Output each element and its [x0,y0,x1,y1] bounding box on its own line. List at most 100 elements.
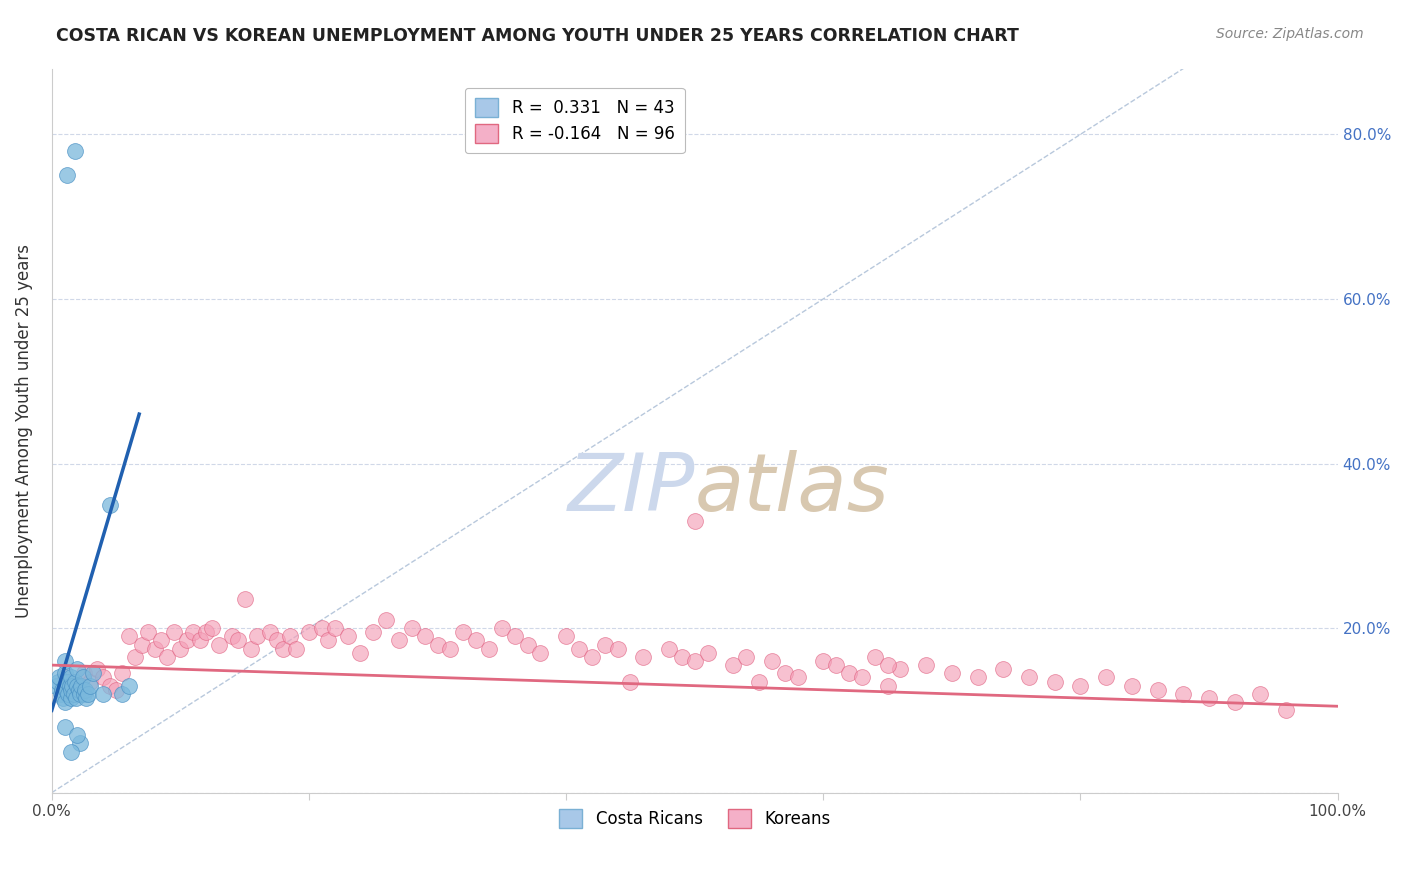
Point [876,658,898,673]
Point [1146,682,1168,697]
Point [66,679,89,693]
Point [69,687,91,701]
Point [59,679,82,693]
Point [56,674,79,689]
Point [118,679,141,693]
Point [696,646,718,660]
Point [45,679,67,693]
Point [65,691,87,706]
Point [266,633,288,648]
Point [863,649,886,664]
Point [1250,687,1272,701]
Point [683,654,706,668]
Point [51,682,73,697]
Point [56,169,79,183]
Point [851,670,873,684]
Point [825,658,848,673]
Point [606,641,628,656]
Point [388,633,411,648]
Point [75,682,97,697]
Point [163,625,186,640]
Point [143,641,166,656]
Point [208,638,231,652]
Point [58,687,80,701]
Point [298,625,321,640]
Point [1198,691,1220,706]
Point [876,679,898,693]
Point [73,666,96,681]
Point [79,679,101,693]
Point [966,670,988,684]
Point [60,682,83,697]
Point [1069,679,1091,693]
Point [285,641,308,656]
Point [478,641,501,656]
Point [993,662,1015,676]
Point [271,641,294,656]
Point [150,633,173,648]
Point [53,670,76,684]
Point [53,654,76,668]
Point [1223,695,1246,709]
Point [111,687,134,701]
Point [53,695,76,709]
Text: atlas: atlas [695,450,890,527]
Text: COSTA RICAN VS KOREAN UNEMPLOYMENT AMONG YOUTH UNDER 25 YEARS CORRELATION CHART: COSTA RICAN VS KOREAN UNEMPLOYMENT AMONG… [56,27,1019,45]
Point [76,691,98,706]
Point [73,687,96,701]
Point [169,641,191,656]
Y-axis label: Unemployment Among Youth under 25 years: Unemployment Among Youth under 25 years [15,244,32,617]
Point [838,666,860,681]
Point [336,629,359,643]
Point [69,736,91,750]
Point [323,621,346,635]
Point [82,666,104,681]
Point [413,629,436,643]
Point [581,649,603,664]
Point [671,649,693,664]
Point [195,625,218,640]
Point [60,745,83,759]
Point [53,679,76,693]
Point [361,625,384,640]
Point [786,670,808,684]
Point [66,662,89,676]
Point [221,629,243,643]
Point [401,621,423,635]
Point [55,682,77,697]
Point [683,514,706,528]
Point [98,498,121,512]
Point [53,720,76,734]
Point [62,687,84,701]
Point [46,674,69,689]
Point [529,646,551,660]
Point [105,682,128,697]
Point [233,592,256,607]
Point [723,658,745,673]
Point [555,629,578,643]
Point [439,641,461,656]
Point [491,621,513,635]
Point [156,649,179,664]
Legend: Costa Ricans, Koreans: Costa Ricans, Koreans [553,803,837,835]
Point [131,638,153,652]
Point [63,674,86,689]
Point [60,691,83,706]
Point [1095,670,1118,684]
Point [593,638,616,652]
Point [98,679,121,693]
Point [60,674,83,689]
Point [375,613,398,627]
Point [91,687,114,701]
Point [226,633,249,648]
Point [48,670,70,684]
Text: Source: ZipAtlas.com: Source: ZipAtlas.com [1216,27,1364,41]
Point [349,646,371,660]
Point [941,666,963,681]
Point [66,728,89,742]
Point [79,674,101,689]
Point [748,674,770,689]
Point [188,633,211,648]
Point [633,649,655,664]
Point [658,641,681,656]
